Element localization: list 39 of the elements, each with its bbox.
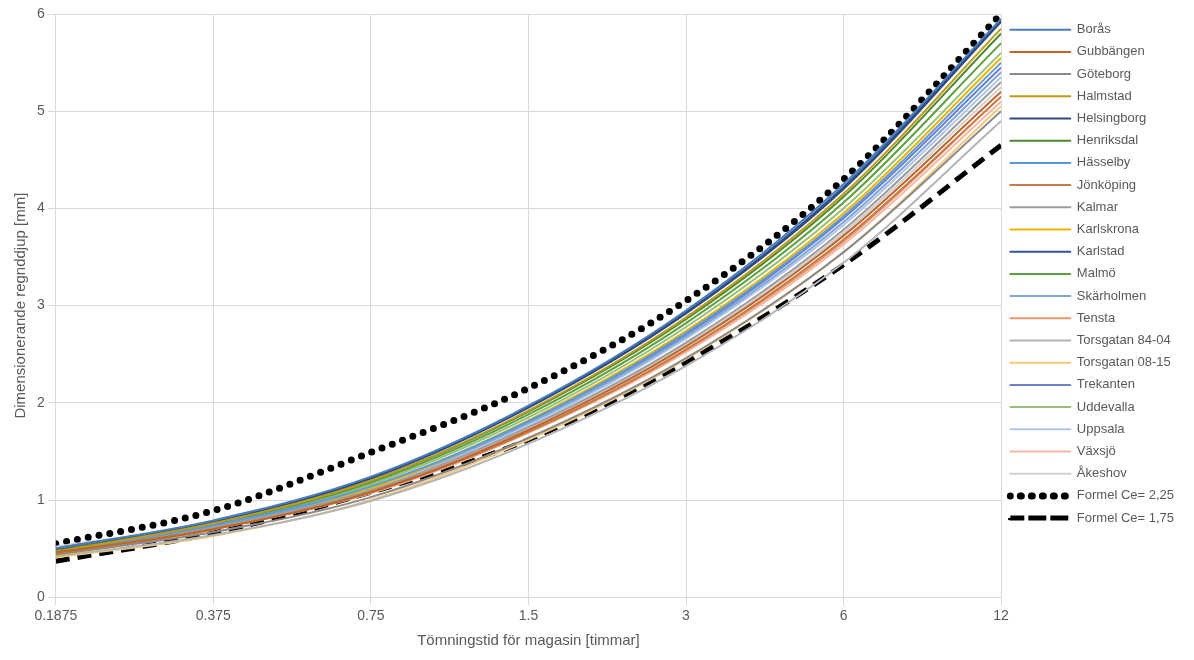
legend-label: Uppsala [1076, 420, 1126, 436]
legend-label: Åkeshov [1076, 465, 1128, 481]
legend-label: Malmö [1076, 265, 1116, 281]
legend-label: Helsingborg [1076, 110, 1147, 126]
x-tick-label: 12 [993, 607, 1010, 624]
legend-label: Kalmar [1076, 198, 1119, 214]
x-tick-label: 6 [839, 607, 848, 624]
y-tick-label: 3 [36, 296, 45, 313]
legend-label: Henriksdal [1076, 132, 1139, 148]
legend-label: Hässelby [1076, 154, 1131, 170]
legend-label: Formel Ce= 2,25 [1076, 487, 1174, 503]
legend-label: Formel Ce= 1,75 [1076, 509, 1174, 525]
legend-label: Skärholmen [1076, 287, 1147, 303]
legend-label: Uddevalla [1076, 398, 1136, 414]
y-tick-label: 4 [36, 199, 45, 216]
legend-label: Trekanten [1076, 376, 1135, 392]
y-tick-label: 5 [36, 102, 45, 119]
legend-label: Karlskrona [1076, 221, 1140, 237]
x-tick-label: 0.1875 [34, 607, 78, 624]
legend-label: Karlstad [1076, 243, 1125, 259]
y-tick-label: 2 [36, 393, 45, 410]
legend-label: Växsjö [1076, 443, 1116, 459]
legend-label: Göteborg [1076, 65, 1132, 81]
legend-label: Tensta [1076, 309, 1116, 325]
y-tick-label: 1 [36, 490, 45, 507]
legend-label: Torsgatan 84-04 [1076, 332, 1171, 348]
y-tick-label: 6 [36, 4, 45, 21]
x-tick-label: 1.5 [518, 607, 539, 624]
x-axis-title: Tömningstid för magasin [timmar] [417, 631, 640, 649]
legend-label: Torsgatan 08-15 [1076, 354, 1171, 370]
x-tick-label: 0.75 [357, 607, 385, 624]
x-tick-label: 3 [682, 607, 691, 624]
legend-label: Borås [1076, 21, 1112, 37]
y-tick-label: 0 [36, 588, 45, 605]
x-tick-label: 0.375 [195, 607, 232, 624]
legend-label: Gubbängen [1076, 43, 1145, 59]
y-axis-title: Dimensionerande regnddjup [mm] [11, 192, 29, 419]
legend-label: Jönköping [1076, 176, 1137, 192]
legend-label: Halmstad [1076, 87, 1132, 103]
